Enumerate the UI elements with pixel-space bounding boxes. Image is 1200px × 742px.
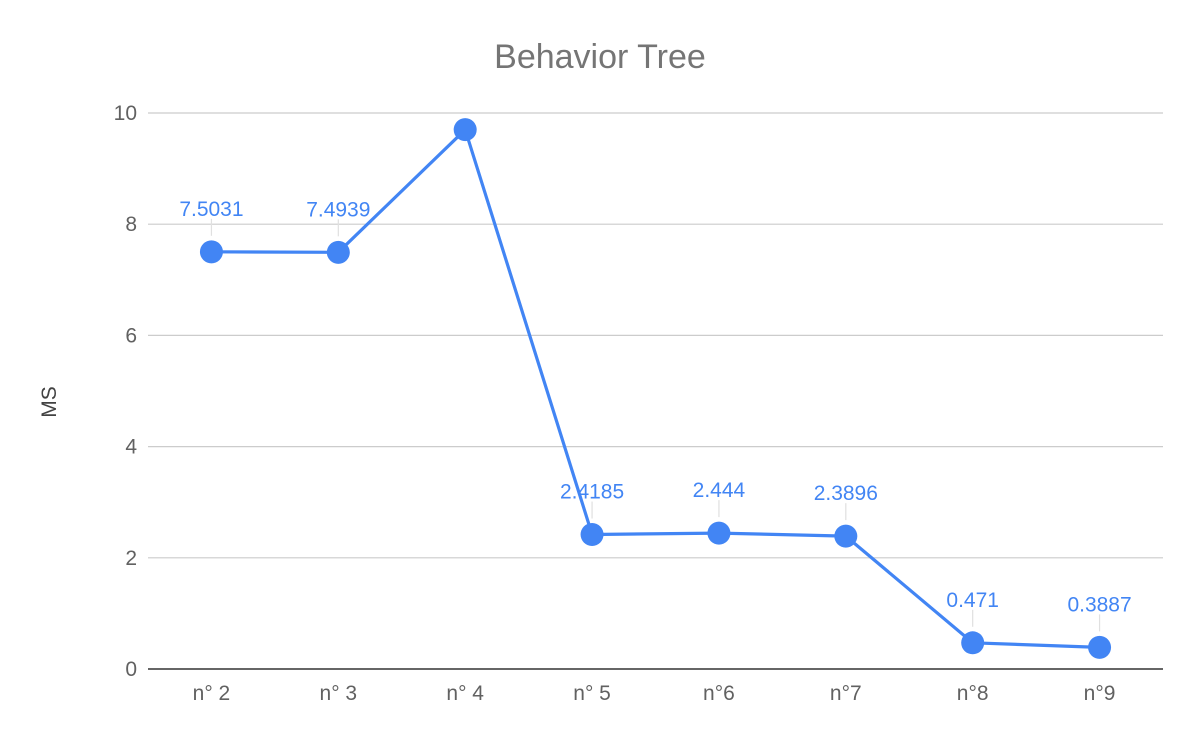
data-point — [1088, 635, 1112, 659]
y-tick-label: 8 — [125, 213, 137, 236]
data-point — [834, 524, 858, 548]
data-label: 7.4939 — [306, 198, 370, 221]
y-tick-label: 2 — [125, 547, 137, 570]
y-axis-title: MS — [38, 386, 61, 418]
data-label: 2.3896 — [814, 482, 878, 505]
data-label: 2.4185 — [560, 481, 624, 504]
chart-title: Behavior Tree — [494, 38, 706, 76]
data-label: 2.444 — [693, 479, 746, 502]
y-tick-label: 10 — [114, 102, 137, 125]
x-tick-label: n° 5 — [573, 682, 611, 705]
data-points — [199, 118, 1112, 659]
data-point — [199, 240, 223, 264]
data-label-stems — [210, 218, 1101, 632]
gridlines — [148, 112, 1163, 670]
y-tick-label: 0 — [125, 658, 137, 681]
data-point — [961, 631, 985, 655]
data-labels: 7.5031 7.4939 2.4185 2.444 2.3896 0.471 0.3887 — [179, 198, 1131, 617]
data-point — [580, 523, 604, 547]
x-tick-label: n° 4 — [446, 682, 484, 705]
x-tick-label: n°9 — [1084, 682, 1116, 705]
x-axis-ticks: n° 2 n° 3 n° 4 n° 5 n°6 n°7 n°8 n°9 — [193, 682, 1116, 705]
data-point — [326, 240, 350, 264]
data-label: 0.471 — [946, 589, 999, 612]
x-tick-label: n°6 — [703, 682, 735, 705]
y-tick-label: 6 — [125, 324, 137, 347]
x-tick-label: n° 3 — [320, 682, 358, 705]
y-tick-label: 4 — [125, 436, 137, 459]
series-line — [209, 128, 1102, 650]
y-axis-ticks: 0 2 4 6 8 10 — [114, 102, 138, 681]
series-lines — [209, 128, 1102, 650]
data-label: 0.3887 — [1067, 593, 1131, 616]
x-tick-label: n° 2 — [193, 682, 231, 705]
data-label: 7.5031 — [179, 198, 243, 221]
data-point — [707, 521, 731, 545]
x-tick-label: n°8 — [957, 682, 989, 705]
x-tick-label: n°7 — [830, 682, 862, 705]
data-point — [453, 118, 477, 142]
